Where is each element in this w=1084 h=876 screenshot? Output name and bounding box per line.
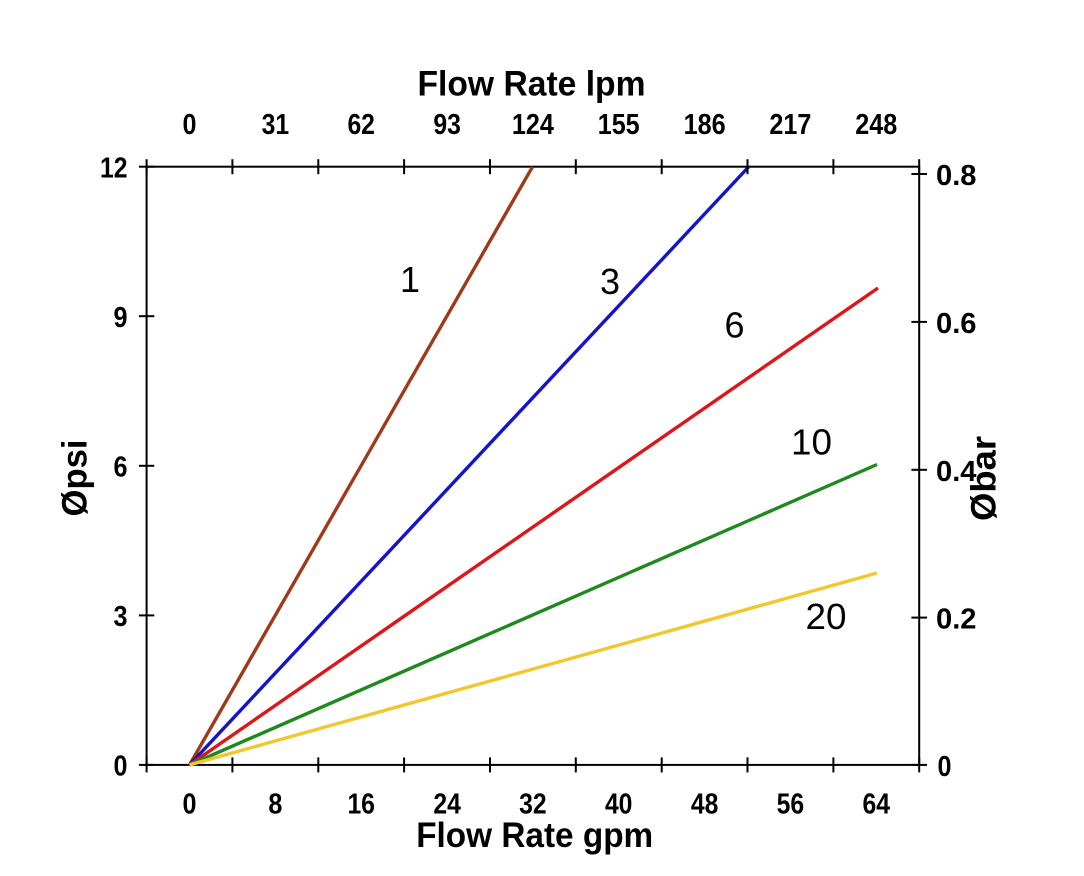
svg-text:155: 155 (598, 109, 640, 141)
svg-text:0.2: 0.2 (936, 604, 977, 636)
svg-text:31: 31 (262, 109, 290, 141)
svg-text:0.4: 0.4 (936, 456, 977, 488)
svg-text:0: 0 (938, 751, 952, 783)
svg-text:3: 3 (114, 601, 128, 633)
svg-text:64: 64 (863, 789, 891, 821)
svg-text:48: 48 (691, 789, 719, 821)
svg-text:8: 8 (268, 789, 282, 821)
svg-text:Øpsi: Øpsi (56, 440, 95, 517)
svg-text:56: 56 (777, 789, 805, 821)
svg-text:1: 1 (400, 259, 420, 300)
svg-text:93: 93 (433, 109, 461, 141)
svg-text:Flow Rate lpm: Flow Rate lpm (418, 65, 646, 104)
svg-text:62: 62 (347, 109, 375, 141)
svg-text:16: 16 (347, 789, 375, 821)
svg-text:186: 186 (684, 109, 726, 141)
svg-text:248: 248 (855, 109, 897, 141)
svg-text:32: 32 (519, 789, 547, 821)
svg-text:3: 3 (600, 261, 620, 302)
svg-text:0: 0 (114, 751, 128, 783)
svg-text:0: 0 (183, 109, 197, 141)
svg-text:0.8: 0.8 (936, 160, 977, 192)
svg-text:9: 9 (114, 302, 128, 334)
svg-text:Øbar: Øbar (965, 436, 1004, 521)
svg-text:124: 124 (512, 109, 554, 141)
svg-text:217: 217 (769, 109, 811, 141)
svg-text:0.6: 0.6 (936, 308, 977, 340)
svg-text:12: 12 (100, 152, 128, 184)
svg-text:0: 0 (183, 789, 197, 821)
svg-text:10: 10 (791, 422, 832, 463)
svg-text:24: 24 (433, 789, 461, 821)
svg-text:Flow Rate gpm: Flow Rate gpm (416, 816, 653, 855)
svg-text:6: 6 (724, 305, 744, 346)
svg-text:20: 20 (806, 596, 847, 637)
svg-text:40: 40 (605, 789, 633, 821)
svg-text:6: 6 (114, 452, 128, 484)
